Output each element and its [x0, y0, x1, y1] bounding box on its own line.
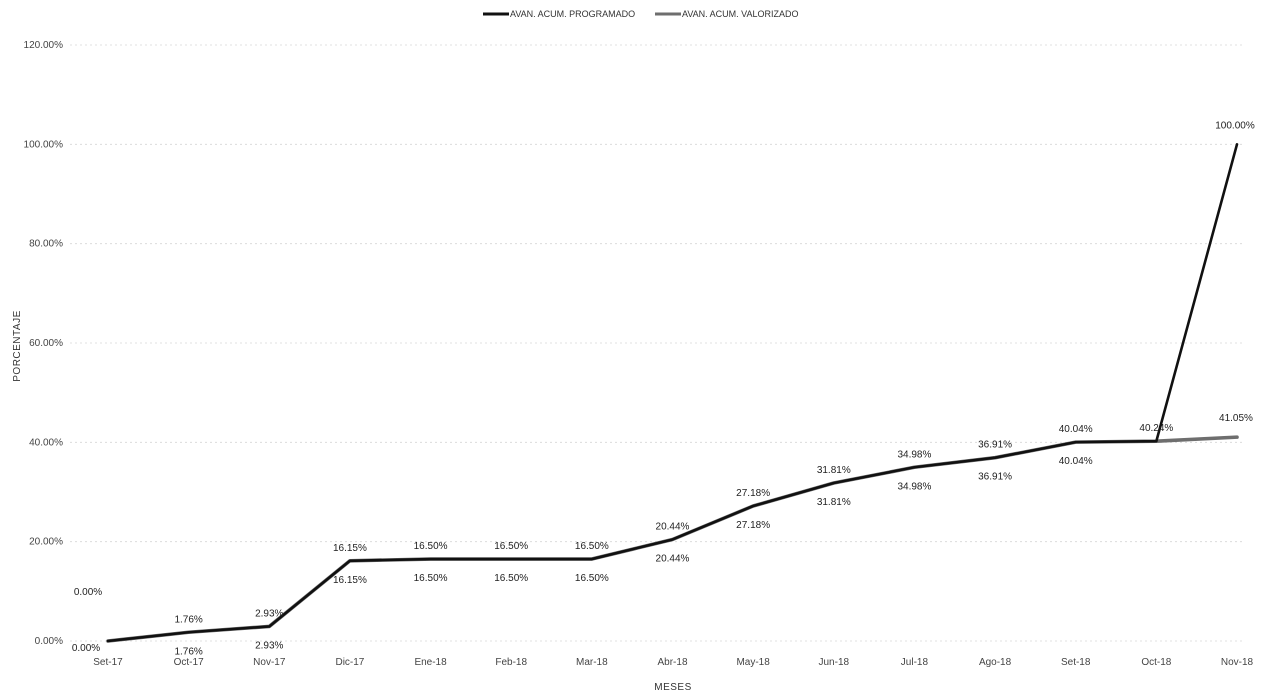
x-tick-label: Oct-17: [174, 657, 204, 668]
y-axis-title: PORCENTAJE: [12, 310, 23, 382]
y-tick-label: 80.00%: [29, 239, 63, 250]
data-label: 1.76%: [174, 614, 202, 625]
y-tick-label: 60.00%: [29, 338, 63, 349]
legend-label: AVAN. ACUM. VALORIZADO: [682, 9, 799, 19]
data-label: 100.00%: [1215, 120, 1255, 131]
x-tick-label: Set-17: [93, 657, 123, 668]
series-lines: [106, 143, 1239, 643]
x-tick-label: May-18: [736, 657, 770, 668]
y-tick-label: 120.00%: [24, 40, 64, 51]
x-tick-label: Jul-18: [901, 657, 929, 668]
x-tick-label: Ago-18: [979, 657, 1012, 668]
x-tick-label: Oct-18: [1141, 657, 1171, 668]
data-label: 34.98%: [897, 481, 931, 492]
data-label: 16.50%: [575, 541, 609, 552]
x-tick-label: Set-18: [1061, 657, 1091, 668]
data-label: 31.81%: [817, 465, 851, 476]
legend: AVAN. ACUM. PROGRAMADO AVAN. ACUM. VALORI…: [483, 9, 799, 19]
y-tick-label: 20.00%: [29, 537, 63, 548]
data-label: 16.15%: [333, 575, 367, 586]
data-label: 27.18%: [736, 488, 770, 499]
gridlines: [70, 44, 1245, 642]
data-label: 16.15%: [333, 543, 367, 554]
y-tick-label: 100.00%: [24, 139, 64, 150]
data-label: 41.05%: [1219, 413, 1253, 424]
series-line: [106, 143, 1239, 643]
y-tick-label: 40.00%: [29, 437, 63, 448]
data-label: 34.98%: [897, 449, 931, 460]
x-tick-label: Nov-18: [1221, 657, 1254, 668]
x-tick-label: Ene-18: [414, 657, 447, 668]
data-label: 2.93%: [255, 608, 283, 619]
x-axis-title: MESES: [654, 682, 692, 693]
x-tick-label: Abr-18: [657, 657, 687, 668]
x-tick-label: Dic-17: [335, 657, 364, 668]
data-label: 16.50%: [414, 573, 448, 584]
data-label: 16.50%: [494, 573, 528, 584]
y-axis-ticks: 0.00% 20.00% 40.00% 60.00% 80.00% 100.00% 120.…: [24, 40, 64, 647]
x-tick-label: Jun-18: [818, 657, 849, 668]
data-label: 40.24%: [1139, 423, 1173, 434]
x-axis-ticks: Set-17 Oct-17 Nov-17 Dic-17 Ene-18 Feb-18 Mar-…: [93, 657, 1253, 668]
data-label: 1.76%: [174, 646, 202, 657]
y-tick-label: 0.00%: [35, 636, 63, 647]
data-label: 36.91%: [978, 440, 1012, 451]
data-label: 16.50%: [494, 541, 528, 552]
data-label: 27.18%: [736, 520, 770, 531]
x-tick-label: Feb-18: [495, 657, 527, 668]
data-label: 2.93%: [255, 640, 283, 651]
data-label: 31.81%: [817, 497, 851, 508]
data-label: 40.04%: [1059, 456, 1093, 467]
data-label: 16.50%: [414, 541, 448, 552]
data-label: 0.00%: [72, 643, 100, 654]
data-label: 36.91%: [978, 472, 1012, 483]
data-labels: 0.00% 1.76% 2.93% 16.15% 16.50% 16.50% 16.50% 2…: [72, 120, 1255, 657]
data-label: 0.00%: [74, 587, 102, 598]
data-label: 16.50%: [575, 573, 609, 584]
legend-label: AVAN. ACUM. PROGRAMADO: [510, 9, 635, 19]
x-tick-label: Nov-17: [253, 657, 286, 668]
data-label: 40.04%: [1059, 424, 1093, 435]
data-label: 20.44%: [656, 521, 690, 532]
data-label: 20.44%: [656, 553, 690, 564]
x-tick-label: Mar-18: [576, 657, 608, 668]
